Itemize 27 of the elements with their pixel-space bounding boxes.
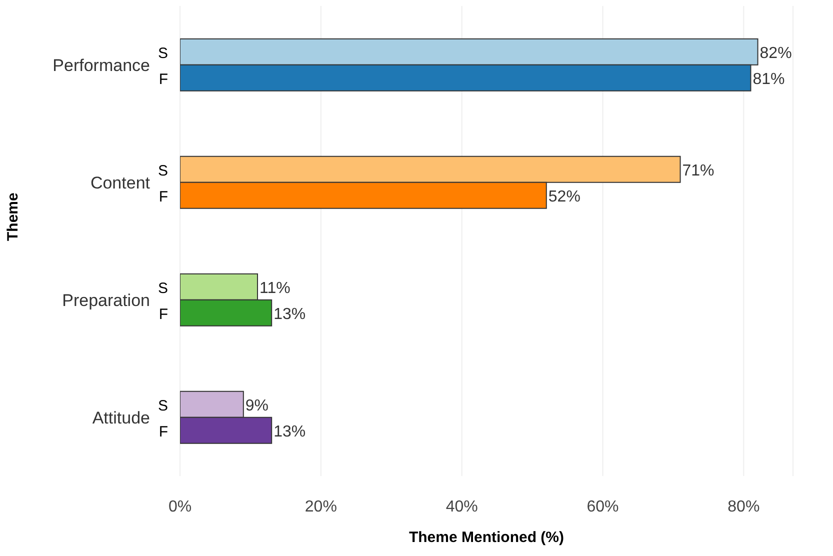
series-label: S <box>158 44 168 62</box>
x-tick-label: 40% <box>446 498 478 516</box>
y-tick-label: Preparation <box>62 290 150 310</box>
x-axis-title: Theme Mentioned (%) <box>408 529 564 546</box>
data-label: 82% <box>760 44 792 62</box>
data-label: 13% <box>274 306 306 323</box>
text: F <box>158 188 168 206</box>
y-tick-label: Performance <box>52 56 150 75</box>
x-tick-label: 0% <box>168 498 192 516</box>
data-label: 81% <box>752 70 785 88</box>
x-tick-label: 60% <box>586 498 619 516</box>
x-tick-label: 80% <box>728 498 760 516</box>
text: S <box>158 397 168 414</box>
text: S <box>158 280 168 297</box>
text: S <box>158 162 168 180</box>
y-axis-title: Theme <box>4 192 22 241</box>
data-label: 52% <box>548 188 580 206</box>
text: F <box>158 306 168 323</box>
data-label: 71% <box>682 162 714 180</box>
series-label: F <box>158 70 168 88</box>
data-label: 13% <box>274 423 306 440</box>
y-tick-label: Content <box>90 173 150 192</box>
y-tick-label: Attitude <box>92 408 150 428</box>
data-label: 11% <box>260 280 290 297</box>
data-label: 9% <box>245 397 269 414</box>
text: F <box>158 423 168 440</box>
x-tick-label: 20% <box>304 498 337 516</box>
